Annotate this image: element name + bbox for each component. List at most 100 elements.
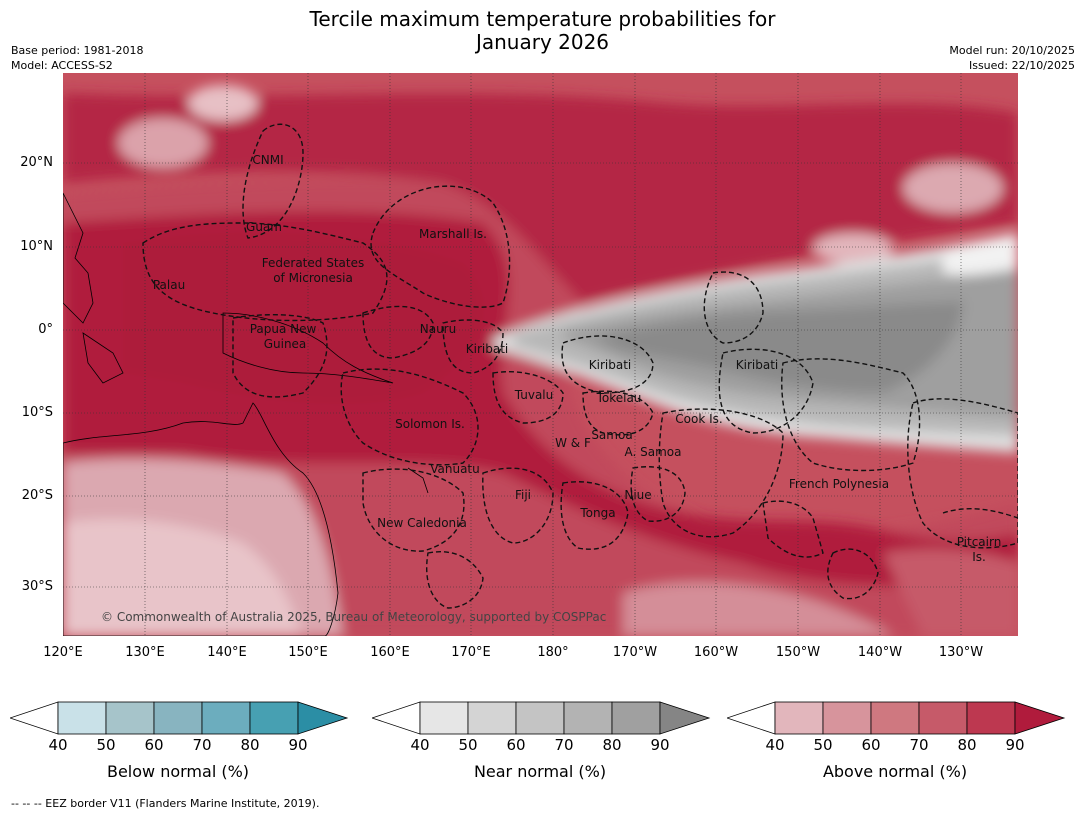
indonesia-coast — [82, 332, 124, 384]
label-solomon-is: Solomon Is. — [395, 417, 465, 431]
label-tonga: Tonga — [579, 506, 615, 520]
region-labels: CNMI Guam Marshall Is. Federated States … — [153, 153, 1001, 564]
probability-field — [63, 85, 1018, 636]
tick-above-60: 60 — [861, 736, 881, 754]
new-guinea-coast — [222, 312, 394, 384]
colorbar-below-segment-80-90 — [249, 701, 299, 735]
tick-above-50: 50 — [813, 736, 833, 754]
colorbar-above-segment-40-50 — [774, 701, 824, 735]
label-png-line1: Papua New — [250, 322, 317, 336]
model-text: Model: ACCESS-S2 — [11, 59, 113, 72]
label-french-polynesia: French Polynesia — [789, 477, 889, 491]
tick-below-50: 50 — [96, 736, 116, 754]
colorbar-below-segment-70-80 — [201, 701, 251, 735]
colorbar-near-max-arrow — [659, 701, 711, 735]
lon-label-120e: 120°E — [43, 645, 83, 660]
colorbar-above-segment-70-80 — [918, 701, 968, 735]
map-panel: CNMI Guam Marshall Is. Federated States … — [63, 73, 1018, 636]
lat-label-30s: 30°S — [21, 579, 53, 594]
label-guam: Guam — [246, 220, 282, 234]
colorbar-below-min-arrow — [10, 701, 59, 735]
lat-label-10n: 10°N — [20, 239, 53, 254]
label-cook-is: Cook Is. — [675, 412, 722, 426]
philippines-coast — [63, 192, 94, 324]
lat-label-20s: 20°S — [21, 488, 53, 503]
colorbar-near-label: Near normal (%) — [473, 762, 607, 781]
meta-right: Model run: 20/10/2025 Issued: 22/10/2025 — [949, 43, 1075, 73]
lat-label-20n: 20°N — [20, 155, 53, 170]
label-kiribati-west: Kiribati — [466, 342, 508, 356]
lat-label-0: 0° — [38, 322, 53, 337]
label-vanuatu: Vanuatu — [430, 462, 480, 476]
tick-below-90: 90 — [288, 736, 308, 754]
tick-above-70: 70 — [909, 736, 929, 754]
australia-coast — [63, 402, 339, 636]
tick-near-60: 60 — [506, 736, 526, 754]
colorbar-below-segment-50-60 — [105, 701, 155, 735]
new-caledonia-coast — [407, 467, 429, 494]
label-american-samoa: A. Samoa — [625, 445, 682, 459]
lon-label-170w: 170°W — [612, 645, 658, 660]
eez-borders — [142, 123, 1018, 609]
colorbar-above-normal — [727, 701, 1066, 735]
base-period-text: Base period: 1981-2018 — [11, 44, 144, 57]
lon-label-180: 180° — [537, 645, 569, 660]
label-fiji: Fiji — [515, 488, 531, 502]
label-fsm-line2: of Micronesia — [273, 271, 353, 285]
lon-label-140w: 140°W — [857, 645, 903, 660]
lon-label-160w: 160°W — [693, 645, 739, 660]
tick-below-40: 40 — [48, 736, 68, 754]
tick-below-70: 70 — [192, 736, 212, 754]
colorbar-below-normal — [10, 701, 349, 735]
label-tokelau: Tokelau — [596, 391, 642, 405]
colorbar-below-label: Below normal (%) — [106, 762, 250, 781]
label-new-caledonia: New Caledonia — [377, 516, 467, 530]
tick-near-90: 90 — [650, 736, 670, 754]
lon-label-150w: 150°W — [775, 645, 821, 660]
map-title: Tercile maximum temperature probabilitie… — [0, 8, 1085, 54]
colorbar-above-max-arrow — [1014, 701, 1066, 735]
label-wallis-futuna: W & F — [555, 436, 591, 450]
label-kiribati-central: Kiribati — [589, 358, 631, 372]
label-samoa: Samoa — [591, 428, 632, 442]
lat-label-10s: 10°S — [21, 405, 53, 420]
colorbar-near-normal — [372, 701, 711, 735]
colorbar-above-segment-50-60 — [822, 701, 872, 735]
colorbar-near-segment-60-70 — [515, 701, 565, 735]
colorbar-near-segment-50-60 — [467, 701, 517, 735]
tick-near-50: 50 — [458, 736, 478, 754]
label-kiribati-east: Kiribati — [736, 358, 778, 372]
copyright-text: © Commonwealth of Australia 2025, Bureau… — [101, 610, 606, 624]
lon-label-130e: 130°E — [125, 645, 165, 660]
tick-near-70: 70 — [554, 736, 574, 754]
tick-near-80: 80 — [602, 736, 622, 754]
colorbar-near-segment-80-90 — [611, 701, 661, 735]
label-pitcairn-line2: Is. — [972, 550, 986, 564]
colorbar-below-segment-40-50 — [57, 701, 107, 735]
label-marshall-is: Marshall Is. — [419, 227, 487, 241]
colorbar-near-segment-70-80 — [563, 701, 613, 735]
label-pitcairn-line1: Pitcairn — [957, 535, 1002, 549]
map-title-line1: Tercile maximum temperature probabilitie… — [309, 7, 776, 31]
lon-label-170e: 170°E — [451, 645, 491, 660]
issued-text: Issued: 22/10/2025 — [968, 59, 1075, 72]
colorbar-near-segment-40-50 — [419, 701, 469, 735]
lon-label-130w: 130°W — [938, 645, 984, 660]
graticule — [63, 73, 1018, 636]
meta-left: Base period: 1981-2018 Model: ACCESS-S2 — [11, 43, 143, 73]
label-niue: Niue — [624, 488, 651, 502]
tick-above-90: 90 — [1005, 736, 1025, 754]
eez-footnote: -- -- -- EEZ border V11 (Flanders Marine… — [11, 797, 320, 810]
label-tuvalu: Tuvalu — [514, 388, 554, 402]
colorbar-below-segment-60-70 — [153, 701, 203, 735]
colorbar-above-segment-80-90 — [966, 701, 1016, 735]
model-run-text: Model run: 20/10/2025 — [949, 44, 1075, 57]
label-fsm-line1: Federated States — [262, 256, 364, 270]
tick-below-60: 60 — [144, 736, 164, 754]
colorbar-above-label: Above normal (%) — [822, 762, 968, 781]
tick-near-40: 40 — [410, 736, 430, 754]
label-nauru: Nauru — [420, 322, 456, 336]
label-palau: Palau — [153, 278, 185, 292]
tick-below-80: 80 — [240, 736, 260, 754]
lon-label-140e: 140°E — [207, 645, 247, 660]
